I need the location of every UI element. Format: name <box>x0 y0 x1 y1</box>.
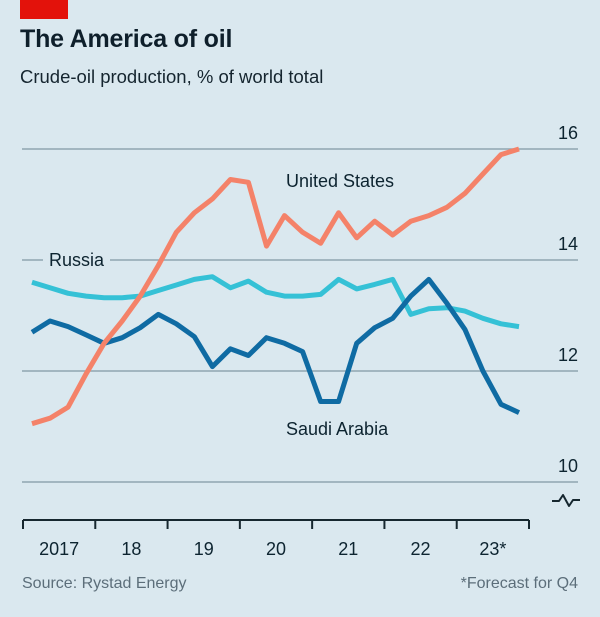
x-axis-tick-label: 22 <box>410 539 431 559</box>
x-axis-tick-label: 2017 <box>39 539 80 559</box>
x-axis-tick-label: 18 <box>121 539 142 559</box>
brand-red-tab <box>20 0 68 19</box>
series-label-saudi-arabia: Saudi Arabia <box>286 419 389 439</box>
series-label-russia: Russia <box>43 247 111 273</box>
x-axis-tick-label: 23* <box>479 539 507 559</box>
y-axis-tick-label: 12 <box>557 345 578 365</box>
page-title: The America of oil <box>20 25 233 53</box>
source-note: Source: Rystad Energy <box>22 575 187 592</box>
series-line-saudi-arabia <box>30 276 521 415</box>
page-subtitle: Crude-oil production, % of world total <box>20 66 324 87</box>
series-line-russia <box>31 274 520 330</box>
x-axis-tick-label: 19 <box>193 539 214 559</box>
forecast-footnote: *Forecast for Q4 <box>460 575 578 592</box>
axis-break-icon <box>552 494 580 507</box>
y-axis-tick-label: 14 <box>557 234 578 254</box>
footer-row: Source: Rystad Energy *Forecast for Q4 <box>22 575 578 597</box>
series-label-united-states: United States <box>286 171 395 191</box>
y-axis-tick-label: 10 <box>557 456 578 476</box>
x-axis-tick-label: 21 <box>338 539 359 559</box>
y-axis-tick-label: 16 <box>557 123 578 143</box>
x-axis-tick-label: 20 <box>265 539 287 559</box>
series-line-united-states <box>31 146 520 427</box>
